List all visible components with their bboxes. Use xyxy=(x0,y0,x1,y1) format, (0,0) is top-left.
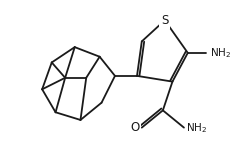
Text: NH$_2$: NH$_2$ xyxy=(186,121,207,134)
Text: O: O xyxy=(131,121,140,134)
Text: NH$_2$: NH$_2$ xyxy=(210,46,231,60)
Text: S: S xyxy=(161,14,168,27)
